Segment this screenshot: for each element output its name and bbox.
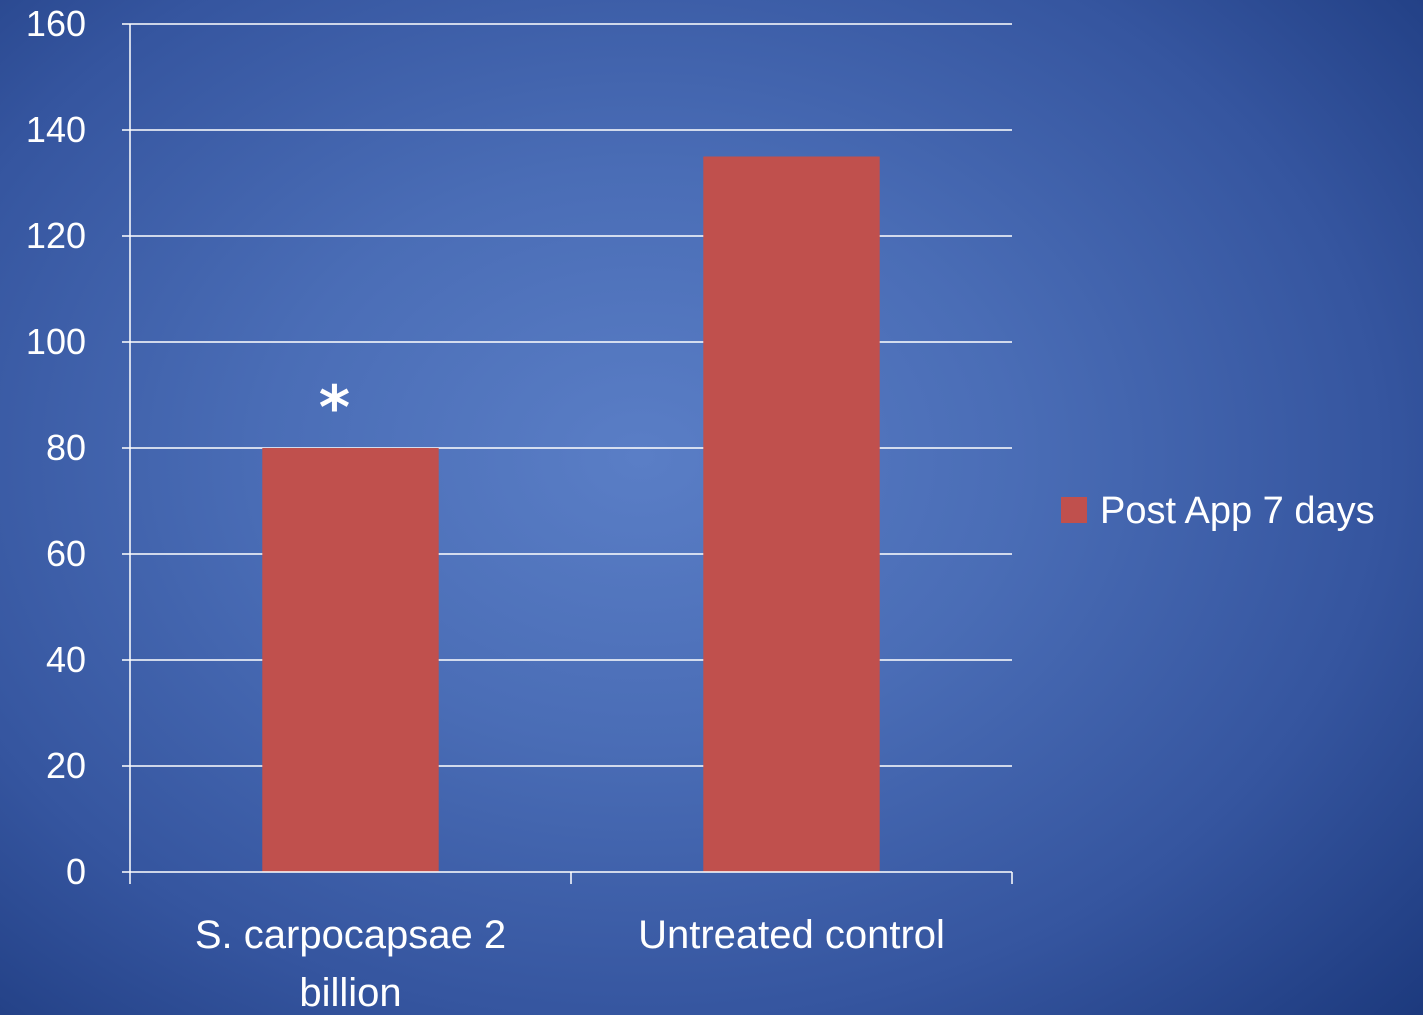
legend: Post App 7 days xyxy=(1061,490,1375,532)
axes xyxy=(122,23,1013,884)
y-tick-label: 100 xyxy=(26,321,86,362)
x-tick-label: S. carpocapsae 2 xyxy=(195,913,506,957)
y-tick-label: 60 xyxy=(46,533,86,574)
x-tick-label: Untreated control xyxy=(638,913,945,957)
y-tick-label: 120 xyxy=(26,215,86,256)
x-tick-label: billion xyxy=(299,971,401,1015)
y-tick-label: 140 xyxy=(26,109,86,150)
significance-annotation: * xyxy=(319,373,350,443)
labels: 0 20 40 60 80 100 120 140 160 S. carpocapsae 2 bil… xyxy=(26,3,945,1015)
legend-swatch xyxy=(1061,497,1087,523)
y-tick-label: 0 xyxy=(66,851,86,892)
y-tick-label: 20 xyxy=(46,745,86,786)
y-tick-label: 80 xyxy=(46,427,86,468)
y-tick-label: 160 xyxy=(26,3,86,44)
bar xyxy=(262,448,439,872)
legend-label: Post App 7 days xyxy=(1100,490,1375,532)
y-tick-label: 40 xyxy=(46,639,86,680)
bars xyxy=(262,156,880,872)
bar xyxy=(703,156,880,872)
